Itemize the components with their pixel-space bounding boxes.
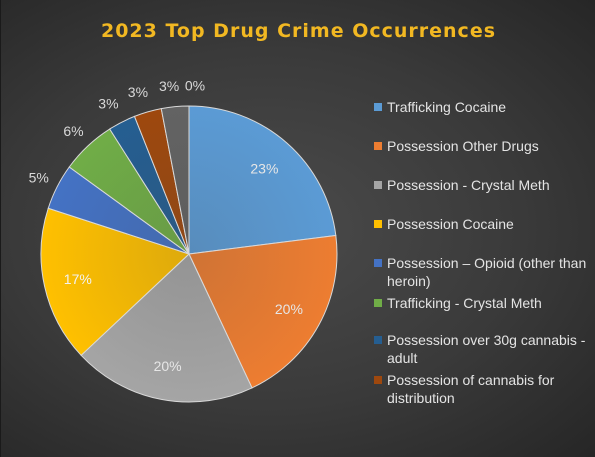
- legend-label: Possession of cannabis for distribution: [387, 372, 555, 406]
- data-label: 5%: [29, 169, 49, 185]
- pie-slice: [40, 207, 190, 357]
- legend-item: Possession Cocaine: [374, 215, 595, 233]
- pie-slice: [80, 253, 253, 403]
- legend-label: Possession – Opioid (other than heroin): [387, 255, 587, 289]
- legend-item: Possession – Opioid (other than heroin): [374, 254, 595, 290]
- legend-label: Possession Other Drugs: [387, 138, 539, 154]
- legend-swatch: [374, 259, 382, 267]
- legend-swatch: [374, 220, 382, 228]
- data-label: 20%: [154, 358, 182, 374]
- data-label: 3%: [159, 78, 179, 94]
- data-label: 3%: [128, 84, 148, 100]
- legend-item: Trafficking Cocaine: [374, 98, 595, 116]
- data-label: 20%: [275, 301, 303, 317]
- legend-swatch: [374, 181, 382, 189]
- legend-item: Possession - Crystal Meth: [374, 176, 595, 194]
- legend-swatch: [374, 336, 382, 344]
- legend-item: Possession Other Drugs: [374, 137, 595, 155]
- pie-slice: [188, 234, 338, 389]
- chart-title: 2023 Top Drug Crime Occurrences: [100, 20, 497, 42]
- legend-swatch: [374, 376, 382, 384]
- data-label: 3%: [98, 96, 118, 112]
- legend-label: Possession Cocaine: [387, 216, 514, 232]
- legend-swatch: [374, 103, 382, 111]
- legend-label: Possession - Crystal Meth: [387, 177, 550, 193]
- data-label: 6%: [63, 123, 83, 139]
- legend-item: Possession of cannabis for distribution: [374, 371, 595, 407]
- legend-item: Trafficking - Crystal Meth: [374, 294, 595, 312]
- legend-label: Possession over 30g cannabis - adult: [387, 332, 586, 366]
- legend-label: Trafficking - Crystal Meth: [387, 295, 542, 311]
- legend-item: Possession over 30g cannabis - adult: [374, 331, 595, 367]
- data-label: 17%: [64, 271, 92, 287]
- legend-swatch: [374, 142, 382, 150]
- data-label: 0%: [185, 77, 205, 93]
- pie-slice: [188, 105, 337, 255]
- data-label: 23%: [250, 161, 278, 177]
- legend-label: Trafficking Cocaine: [387, 99, 507, 115]
- legend-swatch: [374, 299, 382, 307]
